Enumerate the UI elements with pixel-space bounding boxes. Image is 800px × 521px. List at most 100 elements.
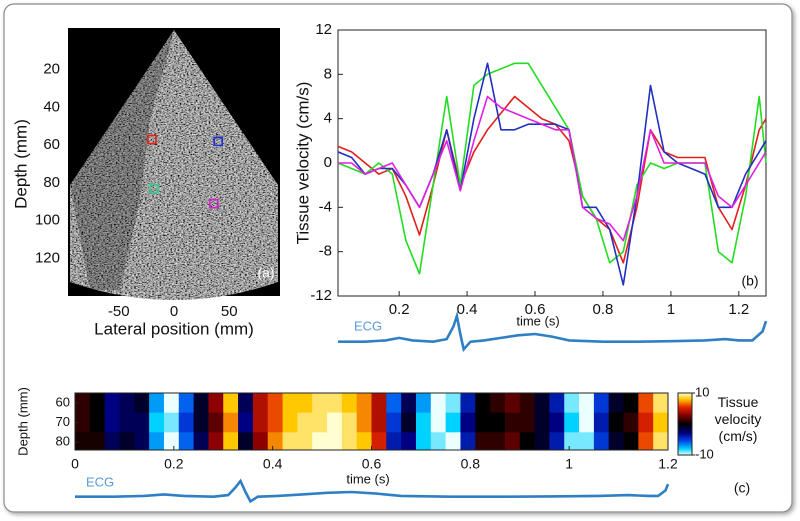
x-tick-label: 0 [170, 303, 178, 320]
heatmap-cell [445, 412, 461, 433]
colorbar-segment [678, 406, 692, 408]
heatmap-cell [653, 412, 669, 433]
roi-marker [149, 183, 159, 194]
heatmap-cell [89, 412, 106, 433]
panel-label: (c) [734, 480, 750, 496]
heatmap-cell [297, 393, 313, 414]
heatmap-cell [653, 393, 669, 414]
colorbar-segment [678, 402, 692, 404]
heatmap-cell [89, 393, 106, 414]
colorbar-segment [678, 403, 692, 405]
roi-marker [147, 134, 157, 145]
colorbar-segment [678, 407, 692, 409]
heatmap-cell [312, 432, 328, 451]
heatmap-cell [327, 393, 343, 414]
heatmap-cell [593, 393, 610, 414]
heatmap-cell [297, 412, 313, 433]
heatmap-cell [638, 412, 654, 433]
x-tick-label: 1 [565, 456, 573, 472]
x-tick-label: 1 [667, 301, 675, 318]
heatmap-cell [460, 393, 476, 414]
colorbar-segment [678, 420, 692, 423]
ecg-trace [338, 310, 768, 353]
heatmap-cell [193, 412, 209, 433]
heatmap-cell [119, 393, 135, 414]
heatmap-cell [445, 393, 461, 414]
heatmap-cell [89, 432, 106, 451]
colorbar-segment [678, 442, 692, 445]
colorbar-segment [678, 449, 692, 452]
heatmap-cell [208, 432, 224, 451]
panel-label: (b) [741, 273, 758, 289]
heatmap-cell [208, 412, 224, 433]
colorbar-segment [678, 446, 692, 449]
heatmap-cell [341, 412, 358, 433]
heatmap-cell [386, 393, 402, 414]
heatmap-cell [208, 393, 224, 414]
heatmap-cell [460, 432, 476, 451]
y-tick-label: -12 [310, 287, 332, 304]
colorbar-segment [678, 415, 692, 418]
y-tick-label: 70 [56, 414, 70, 429]
heatmap-cell [356, 432, 372, 451]
heatmap-cell [238, 432, 254, 451]
heatmap-cell [163, 393, 180, 414]
colorbar-segment [678, 395, 692, 397]
x-tick-label: 0.8 [461, 456, 481, 472]
heatmap-cell [193, 432, 209, 451]
colorbar-segment [678, 424, 692, 426]
heatmap-cell [519, 412, 535, 433]
y-tick-label: 60 [56, 394, 70, 409]
heatmap-cell [282, 412, 298, 433]
heatmap-cell [653, 432, 669, 451]
heatmap-cell [75, 432, 91, 451]
heatmap-cell [149, 393, 165, 414]
colorbar-segment [678, 428, 692, 430]
x-tick-label: 0 [71, 456, 79, 472]
heatmap-cell [490, 432, 506, 451]
heatmap-cell [415, 432, 432, 451]
colorbar-label: Tissue velocity (cm/s) [714, 394, 762, 444]
colorbar-segment [678, 400, 692, 402]
heatmap-cell [341, 432, 358, 451]
colorbar-segment [678, 438, 692, 440]
ecg-trace [75, 478, 670, 504]
heatmap-cell [149, 432, 165, 451]
heatmap-cell [534, 412, 550, 433]
colorbar-segment [678, 447, 692, 450]
y-axis-label: Depth (mm) [15, 387, 30, 456]
heatmap-cell [282, 393, 298, 414]
heatmap-cell [475, 393, 491, 414]
colorbar-segment [678, 399, 692, 401]
colorbar-tick-label: 10 [695, 384, 709, 399]
heatmap-cell [75, 393, 91, 414]
heatmap-cell [178, 432, 194, 451]
heatmap-cell [608, 432, 624, 451]
x-tick-label: 1.2 [728, 301, 749, 318]
roi-marker [208, 198, 219, 209]
heatmap-cell [134, 432, 150, 451]
heatmap-cell [623, 432, 639, 451]
colorbar-segment [678, 426, 692, 428]
y-tick-label: 100 [35, 212, 60, 229]
heatmap-cell [430, 432, 447, 451]
heatmap-cell [504, 393, 521, 414]
heatmap-cell [445, 432, 461, 451]
heatmap-cell [267, 412, 283, 433]
y-tick-label: 40 [43, 98, 60, 115]
colorbar-segment [678, 436, 692, 438]
ecg-label: ECG [86, 474, 114, 489]
series-line [338, 95, 767, 242]
heatmap-cell [401, 432, 417, 451]
heatmap-cell [75, 412, 91, 433]
y-tick-label: 80 [56, 434, 70, 449]
heatmap-cell [608, 393, 624, 414]
heatmap-cell [534, 432, 550, 451]
heatmap-cell [312, 393, 328, 414]
heatmap-cell [549, 432, 565, 451]
roi-marker [213, 136, 223, 147]
y-axis-label: Depth (mm) [11, 119, 30, 209]
colorbar-segment [678, 421, 692, 424]
heatmap-cell [579, 412, 595, 433]
